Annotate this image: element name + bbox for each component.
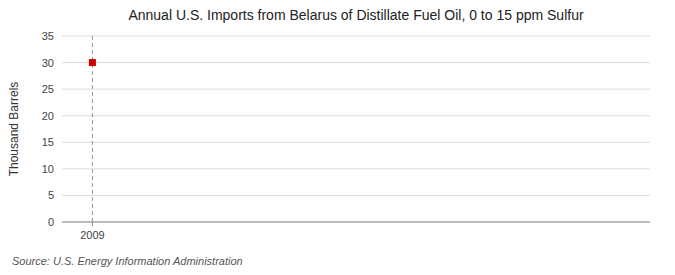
title: Annual U.S. Imports from Belarus of Dist… <box>128 7 584 23</box>
chart-container: Annual U.S. Imports from Belarus of Dist… <box>0 0 675 275</box>
grid-line <box>62 222 650 223</box>
grid-line <box>62 36 650 37</box>
grid-line <box>62 115 650 116</box>
grid-line <box>62 168 650 169</box>
grid-line <box>62 142 650 143</box>
x-axis-line <box>62 222 650 223</box>
y-tick-label: 5 <box>48 189 54 201</box>
y-tick-label: 25 <box>42 83 54 95</box>
source-note: Source: U.S. Energy Information Administ… <box>12 255 243 267</box>
point <box>89 59 96 66</box>
y-tick-label: 0 <box>48 216 54 228</box>
y-tick-label: 15 <box>42 136 54 148</box>
y-axis-label: Thousand Barrels <box>7 82 21 177</box>
grid-line <box>62 62 650 63</box>
y-tick-label: 10 <box>42 163 54 175</box>
y-tick-label: 30 <box>42 57 54 69</box>
grid-line <box>62 89 650 90</box>
grid-line <box>62 195 650 196</box>
y-tick-label: 35 <box>42 30 54 42</box>
chart: Annual U.S. Imports from Belarus of Dist… <box>0 0 675 275</box>
plot-area <box>89 36 96 222</box>
y-tick-label: 20 <box>42 110 54 122</box>
x-tick-label: 2009 <box>80 229 104 241</box>
x-tick <box>92 222 93 226</box>
grid <box>62 36 650 222</box>
